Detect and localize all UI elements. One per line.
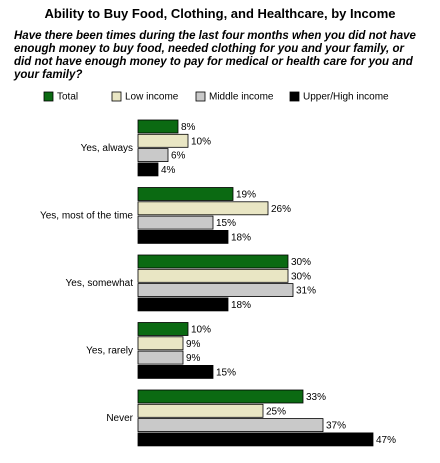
legend-label: Low income xyxy=(125,92,179,103)
value-label: 19% xyxy=(236,190,256,201)
chart-title: Ability to Buy Food, Clothing, and Healt… xyxy=(44,6,396,21)
bar xyxy=(137,254,289,269)
value-label: 15% xyxy=(216,368,236,379)
bar xyxy=(137,133,189,148)
bar xyxy=(137,201,269,216)
category-label: Yes, rarely xyxy=(86,346,133,357)
bar xyxy=(137,119,179,134)
bar xyxy=(137,322,189,336)
bar xyxy=(137,389,304,404)
category-label: Yes, somewhat xyxy=(66,278,134,289)
legend-swatch xyxy=(289,91,300,102)
bar xyxy=(137,148,169,163)
legend-swatch xyxy=(111,91,122,102)
category-label: Yes, most of the time xyxy=(40,211,133,222)
value-label: 10% xyxy=(191,325,211,336)
legend-label: Middle income xyxy=(209,92,274,103)
value-label: 25% xyxy=(266,406,286,417)
value-label: 30% xyxy=(291,271,311,282)
category-label: Never xyxy=(106,413,133,424)
bar xyxy=(137,336,184,351)
bar xyxy=(137,403,264,418)
value-label: 26% xyxy=(271,204,291,215)
bar xyxy=(137,283,294,298)
bar xyxy=(137,162,159,177)
value-label: 15% xyxy=(216,218,236,229)
bar xyxy=(137,432,374,447)
value-label: 8% xyxy=(181,122,196,133)
bar xyxy=(137,229,229,244)
bar xyxy=(137,350,184,365)
chart-subtitle: Have there been times during the last fo… xyxy=(14,30,416,81)
value-label: 37% xyxy=(326,421,346,432)
legend-swatch xyxy=(195,91,206,102)
value-label: 9% xyxy=(186,339,201,350)
value-label: 47% xyxy=(376,435,396,446)
legend-swatch xyxy=(43,91,54,102)
value-label: 31% xyxy=(296,286,316,297)
legend-label: Total xyxy=(57,92,78,103)
bar xyxy=(137,297,229,312)
bar xyxy=(137,215,214,230)
bar xyxy=(137,187,234,201)
value-label: 4% xyxy=(161,165,176,176)
bar xyxy=(137,418,324,433)
bar xyxy=(137,268,289,283)
value-label: 18% xyxy=(231,300,251,311)
value-label: 18% xyxy=(231,233,251,244)
category-label: Yes, always xyxy=(81,143,133,154)
value-label: 9% xyxy=(186,353,201,364)
value-label: 10% xyxy=(191,136,211,147)
value-label: 6% xyxy=(171,151,186,162)
value-label: 30% xyxy=(291,257,311,268)
value-label: 33% xyxy=(306,392,326,403)
bar xyxy=(137,364,214,379)
legend-label: Upper/High income xyxy=(303,92,389,103)
